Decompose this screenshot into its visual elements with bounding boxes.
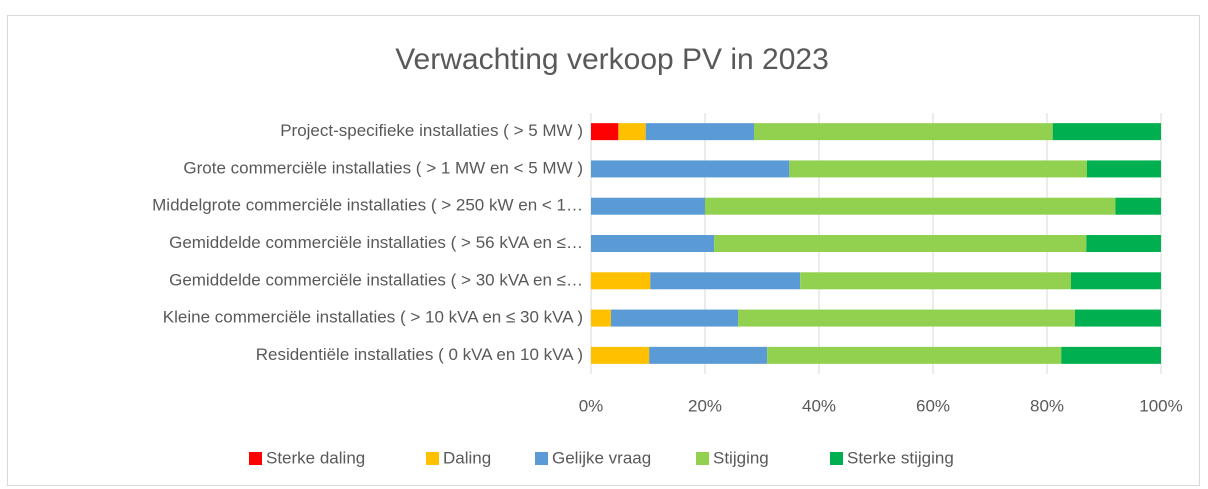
legend-swatch — [249, 452, 262, 465]
legend-label: Sterke daling — [266, 448, 365, 467]
y-tick-label: Middelgrote commerciële installaties ( >… — [152, 196, 583, 215]
bar-segment — [705, 197, 1116, 215]
bar-segment — [591, 272, 651, 290]
bar-segment — [1070, 272, 1161, 290]
y-tick-label: Project-specifieke installaties ( > 5 MW… — [280, 121, 583, 140]
bar-segment — [714, 235, 1087, 252]
bar-segment — [754, 123, 1053, 141]
bar-segment — [1052, 123, 1161, 141]
chart-title: Verwachting verkoop PV in 2023 — [395, 43, 829, 76]
bar-segment — [591, 123, 619, 141]
bar-segment — [1086, 160, 1161, 178]
bar-segment — [767, 346, 1062, 364]
legend-swatch — [426, 452, 439, 465]
bar-segment — [1115, 197, 1161, 215]
x-tick-label: 60% — [916, 396, 950, 415]
bar-segment — [591, 346, 650, 364]
bar-segment — [650, 272, 801, 290]
legend-label: Stijging — [713, 448, 769, 467]
legend-label: Gelijke vraag — [552, 448, 651, 467]
bar-segment — [1061, 346, 1161, 364]
y-tick-label: Grote commerciële installaties ( > 1 MW … — [183, 158, 583, 177]
y-tick-label: Gemiddelde commerciële installaties ( > … — [169, 233, 583, 252]
legend-swatch — [535, 452, 548, 465]
y-tick-label: Kleine commerciële installaties ( > 10 k… — [163, 308, 583, 327]
y-tick-label: Gemiddelde commerciële installaties ( > … — [169, 270, 583, 289]
bar-segment — [610, 309, 739, 327]
bar-segment — [1074, 309, 1161, 327]
bar-segment — [591, 160, 790, 178]
bar-segment — [591, 235, 715, 252]
x-tick-label: 0% — [579, 396, 604, 415]
x-tick-label: 80% — [1030, 396, 1064, 415]
x-tick-label: 40% — [802, 396, 836, 415]
bar-segment — [738, 309, 1075, 327]
legend-label: Daling — [443, 448, 491, 467]
bar-segment — [649, 346, 768, 364]
legend-label: Sterke stijging — [847, 448, 954, 467]
bar-segment — [591, 309, 611, 327]
bar-segment — [618, 123, 646, 141]
bar-segment — [1086, 235, 1161, 252]
bar-segment — [800, 272, 1071, 290]
bar-segment — [789, 160, 1087, 178]
y-tick-label: Residentiële installaties ( 0 kVA en 10 … — [256, 345, 583, 364]
legend-swatch — [830, 452, 843, 465]
bar-segment — [645, 123, 755, 141]
x-tick-label: 20% — [688, 396, 722, 415]
x-tick-label: 100% — [1139, 396, 1182, 415]
legend-swatch — [696, 452, 709, 465]
bar-segment — [591, 197, 705, 215]
